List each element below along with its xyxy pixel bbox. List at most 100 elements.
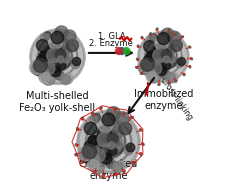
Point bbox=[93, 146, 96, 149]
Point bbox=[158, 53, 161, 56]
Point bbox=[159, 42, 163, 45]
Text: Cross-linked
enzyme: Cross-linked enzyme bbox=[79, 159, 138, 181]
Circle shape bbox=[75, 144, 77, 145]
Point bbox=[165, 54, 169, 57]
Point bbox=[108, 161, 112, 164]
Circle shape bbox=[169, 82, 170, 84]
Point bbox=[53, 70, 57, 73]
Circle shape bbox=[152, 80, 154, 81]
Point bbox=[38, 64, 42, 67]
Point bbox=[49, 50, 52, 53]
Point bbox=[83, 154, 87, 157]
Point bbox=[113, 147, 117, 150]
Circle shape bbox=[94, 171, 95, 172]
Point bbox=[111, 140, 115, 143]
Point bbox=[167, 62, 171, 65]
Circle shape bbox=[77, 128, 78, 130]
Circle shape bbox=[138, 46, 139, 47]
Point bbox=[111, 112, 114, 115]
Point bbox=[160, 52, 164, 55]
Point bbox=[45, 63, 49, 66]
Circle shape bbox=[191, 59, 192, 60]
Circle shape bbox=[103, 175, 104, 177]
Point bbox=[95, 149, 98, 152]
Point bbox=[99, 133, 103, 136]
Circle shape bbox=[168, 29, 169, 30]
Point bbox=[49, 49, 53, 52]
Circle shape bbox=[138, 31, 189, 83]
Circle shape bbox=[169, 83, 170, 84]
Point bbox=[118, 165, 121, 168]
Circle shape bbox=[118, 48, 125, 54]
Point bbox=[145, 63, 149, 66]
Circle shape bbox=[82, 162, 83, 163]
Point bbox=[160, 52, 164, 55]
Point bbox=[104, 157, 108, 160]
Point bbox=[87, 150, 90, 153]
Point bbox=[152, 75, 156, 78]
Point bbox=[59, 30, 63, 33]
Point bbox=[103, 151, 107, 154]
Circle shape bbox=[30, 29, 85, 84]
Point bbox=[170, 75, 174, 78]
Point bbox=[164, 63, 168, 66]
Point bbox=[162, 60, 166, 63]
Circle shape bbox=[182, 36, 184, 37]
Circle shape bbox=[141, 37, 143, 38]
Point bbox=[91, 118, 95, 121]
Point bbox=[57, 74, 61, 77]
Point bbox=[54, 69, 58, 72]
Point bbox=[142, 65, 146, 68]
Point bbox=[83, 153, 86, 156]
Point bbox=[52, 64, 56, 67]
Circle shape bbox=[141, 73, 142, 74]
Circle shape bbox=[141, 37, 143, 38]
Point bbox=[53, 41, 57, 44]
Circle shape bbox=[139, 129, 141, 130]
Circle shape bbox=[142, 143, 143, 144]
Point bbox=[146, 62, 149, 65]
Text: 1. GLA: 1. GLA bbox=[97, 32, 125, 41]
Point bbox=[65, 77, 69, 80]
Point bbox=[179, 59, 183, 62]
Point bbox=[40, 43, 44, 46]
Point bbox=[102, 132, 106, 135]
Circle shape bbox=[123, 171, 125, 173]
Circle shape bbox=[158, 84, 159, 85]
Point bbox=[158, 58, 162, 61]
Point bbox=[143, 67, 146, 70]
Point bbox=[62, 60, 66, 63]
Point bbox=[52, 48, 56, 51]
Point bbox=[102, 130, 106, 133]
Circle shape bbox=[92, 113, 93, 114]
Circle shape bbox=[77, 128, 78, 129]
Circle shape bbox=[176, 33, 177, 34]
Point bbox=[58, 52, 62, 55]
Point bbox=[46, 67, 50, 70]
Point bbox=[70, 43, 73, 46]
Circle shape bbox=[157, 28, 158, 29]
Circle shape bbox=[133, 162, 135, 164]
Point bbox=[142, 65, 146, 68]
Circle shape bbox=[140, 153, 142, 155]
Point bbox=[51, 57, 55, 60]
Point bbox=[75, 60, 78, 63]
Circle shape bbox=[124, 113, 126, 114]
Circle shape bbox=[159, 84, 160, 85]
Circle shape bbox=[100, 107, 101, 109]
Point bbox=[45, 34, 49, 37]
Circle shape bbox=[176, 80, 177, 81]
Point bbox=[126, 148, 130, 151]
Point bbox=[102, 138, 106, 141]
Point bbox=[38, 62, 42, 65]
Point bbox=[115, 166, 118, 169]
Point bbox=[90, 139, 94, 142]
Point bbox=[107, 146, 111, 149]
Circle shape bbox=[175, 81, 176, 82]
Circle shape bbox=[133, 163, 135, 165]
Circle shape bbox=[115, 174, 117, 175]
Point bbox=[158, 48, 162, 51]
Point bbox=[59, 55, 63, 58]
Point bbox=[141, 66, 145, 69]
Point bbox=[104, 137, 107, 140]
